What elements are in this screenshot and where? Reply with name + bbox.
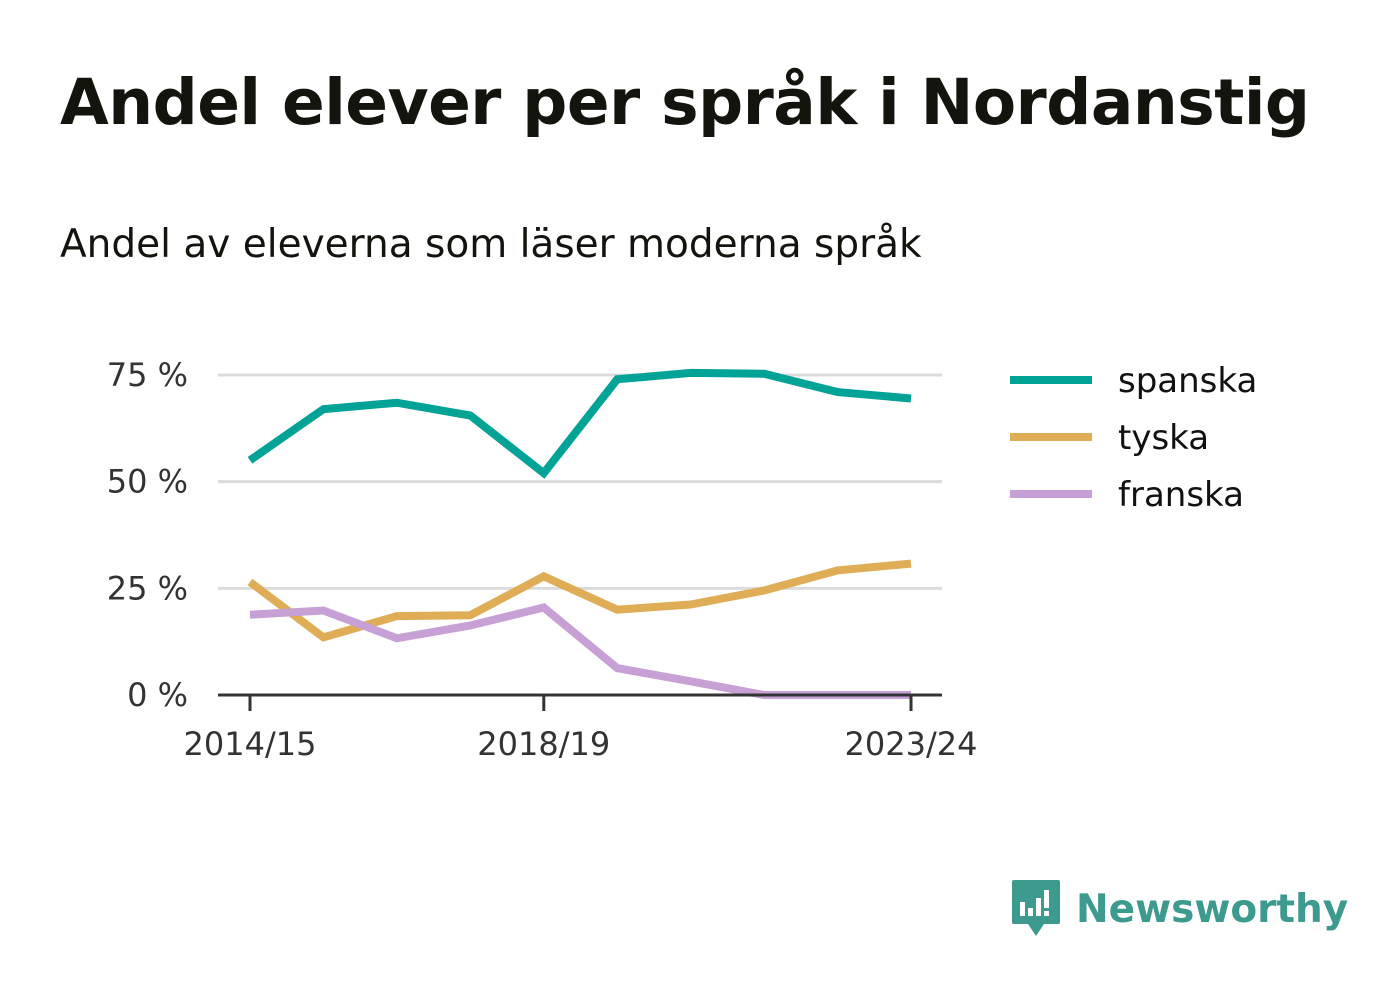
x-tick-label: 2023/24 bbox=[845, 725, 978, 763]
y-tick-label: 25 % bbox=[107, 569, 188, 607]
axes: 0 % 25 % 50 % 75 % 2014/15 2018/19 2023/24 bbox=[107, 356, 978, 763]
series-lines bbox=[247, 368, 912, 699]
series-line-spanska bbox=[247, 368, 912, 479]
newsworthy-logo-icon bbox=[1012, 880, 1060, 936]
series-line-tyska bbox=[247, 559, 912, 642]
x-tick-label: 2014/15 bbox=[184, 725, 317, 763]
brand: Newsworthy bbox=[1010, 878, 1348, 940]
chart-title: Andel elever per språk i Nordanstig bbox=[60, 66, 1310, 139]
gridlines bbox=[218, 373, 942, 590]
y-tick-label: 50 % bbox=[107, 463, 188, 501]
legend: spanska tyska franska bbox=[1010, 361, 1257, 515]
series-line-franska bbox=[249, 603, 911, 699]
x-tick-label: 2018/19 bbox=[477, 725, 610, 763]
legend-label-tyska: tyska bbox=[1118, 418, 1209, 458]
y-tick-label: 0 % bbox=[127, 676, 188, 714]
brand-name: Newsworthy bbox=[1076, 886, 1349, 932]
y-tick-label: 75 % bbox=[107, 356, 188, 394]
legend-label-spanska: spanska bbox=[1118, 361, 1257, 401]
legend-label-franska: franska bbox=[1118, 475, 1244, 515]
chart-subtitle: Andel av eleverna som läser moderna språ… bbox=[60, 222, 922, 267]
